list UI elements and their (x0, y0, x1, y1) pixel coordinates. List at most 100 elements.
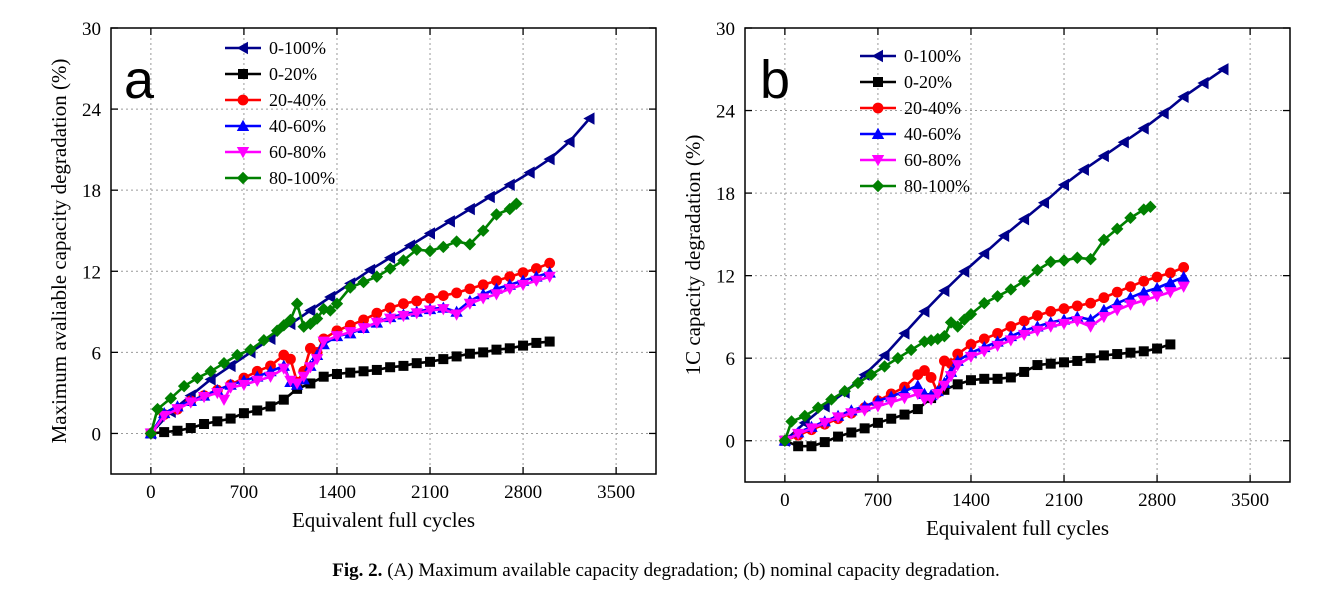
b-legend: 0-100% 0-20% 20-40% 40-60% 60-80% 80-100% (860, 46, 970, 196)
data-point (523, 166, 535, 179)
data-point (358, 314, 369, 326)
data-point (911, 379, 925, 391)
data-point (891, 351, 905, 365)
x-tick-label: 3500 (597, 482, 635, 503)
data-point (1110, 222, 1124, 236)
data-point (330, 331, 344, 343)
data-point (370, 317, 384, 329)
data-point (544, 257, 556, 269)
data-point (1005, 321, 1017, 332)
data-point (438, 354, 449, 365)
data-point (878, 349, 890, 362)
data-point (1058, 303, 1070, 315)
data-point (516, 279, 530, 291)
legend-label: 0-100% (269, 38, 326, 58)
data-point (398, 360, 409, 371)
data-point (1150, 291, 1164, 303)
data-point (944, 316, 958, 329)
data-point (310, 354, 324, 366)
data-point (517, 267, 529, 279)
b-plot-frame (744, 27, 1291, 483)
data-point (285, 353, 296, 365)
data-point (318, 371, 329, 382)
data-point (1137, 295, 1150, 307)
data-point (1032, 310, 1043, 321)
data-point (1177, 90, 1189, 103)
data-point (491, 275, 502, 287)
data-point (911, 388, 925, 401)
a-x-axis-label: Equivalent full cycles (292, 508, 475, 532)
data-point (383, 262, 397, 275)
data-point (1059, 357, 1070, 368)
data-point (938, 380, 951, 392)
data-point (898, 393, 911, 405)
data-point (1017, 274, 1031, 288)
data-point (184, 397, 197, 409)
data-point (204, 373, 216, 386)
legend-item: 60-80% (225, 142, 326, 162)
data-point (197, 392, 211, 404)
data-point (898, 327, 910, 340)
data-point (443, 215, 455, 228)
data-point (217, 394, 231, 406)
data-point (463, 298, 477, 310)
b-series-0-20pct (779, 339, 1176, 452)
legend-marker (873, 77, 883, 87)
legend-label: 20-40% (904, 98, 961, 118)
data-point (1098, 350, 1109, 361)
data-point (397, 254, 410, 267)
data-point (805, 423, 818, 435)
data-point (423, 305, 437, 317)
data-point (504, 343, 515, 354)
legend-marker (236, 171, 250, 185)
data-point (544, 336, 555, 347)
x-tick-label: 3500 (1231, 490, 1269, 511)
b-grid (745, 27, 1290, 482)
data-point (244, 343, 257, 356)
legend-marker (871, 49, 883, 63)
data-point (503, 283, 516, 296)
x-tick-label: 0 (146, 482, 156, 503)
data-point (1085, 297, 1097, 309)
x-tick-label: 2100 (411, 482, 449, 503)
data-point (224, 359, 236, 373)
data-point (531, 337, 542, 348)
data-point (278, 394, 289, 405)
data-point (1151, 271, 1163, 283)
data-point (1111, 286, 1123, 298)
data-point (938, 284, 950, 297)
data-point (978, 247, 990, 260)
series-line (784, 275, 1185, 442)
data-point (1071, 316, 1084, 328)
a-y-axis-label: Maximum avaliable capacity degradation (… (47, 59, 71, 444)
data-point (144, 427, 158, 440)
data-point (1097, 311, 1111, 324)
legend-label: 20-40% (269, 90, 326, 110)
data-point (385, 362, 396, 373)
data-point (251, 375, 264, 387)
legend-marker (238, 69, 248, 79)
data-point (477, 279, 489, 291)
data-point (357, 323, 370, 335)
b-y-axis-label: 1C capacity degradation (%) (681, 135, 705, 376)
data-point (583, 112, 595, 125)
b-panel-label: b (760, 50, 790, 110)
data-point (237, 379, 251, 391)
data-point (224, 382, 237, 394)
data-point (951, 320, 964, 333)
data-point (543, 152, 555, 166)
y-tick-label: 24 (716, 102, 736, 123)
legend-item: 0-100% (225, 38, 326, 58)
data-point (998, 229, 1010, 242)
data-point (1137, 122, 1149, 135)
data-point (1044, 255, 1057, 269)
data-point (1177, 281, 1190, 293)
data-point (211, 387, 224, 400)
data-point (965, 375, 976, 386)
data-point (483, 190, 495, 204)
data-point (238, 408, 249, 419)
data-point (476, 224, 490, 237)
data-point (411, 295, 423, 307)
data-point (1004, 283, 1018, 296)
data-point (925, 372, 937, 383)
